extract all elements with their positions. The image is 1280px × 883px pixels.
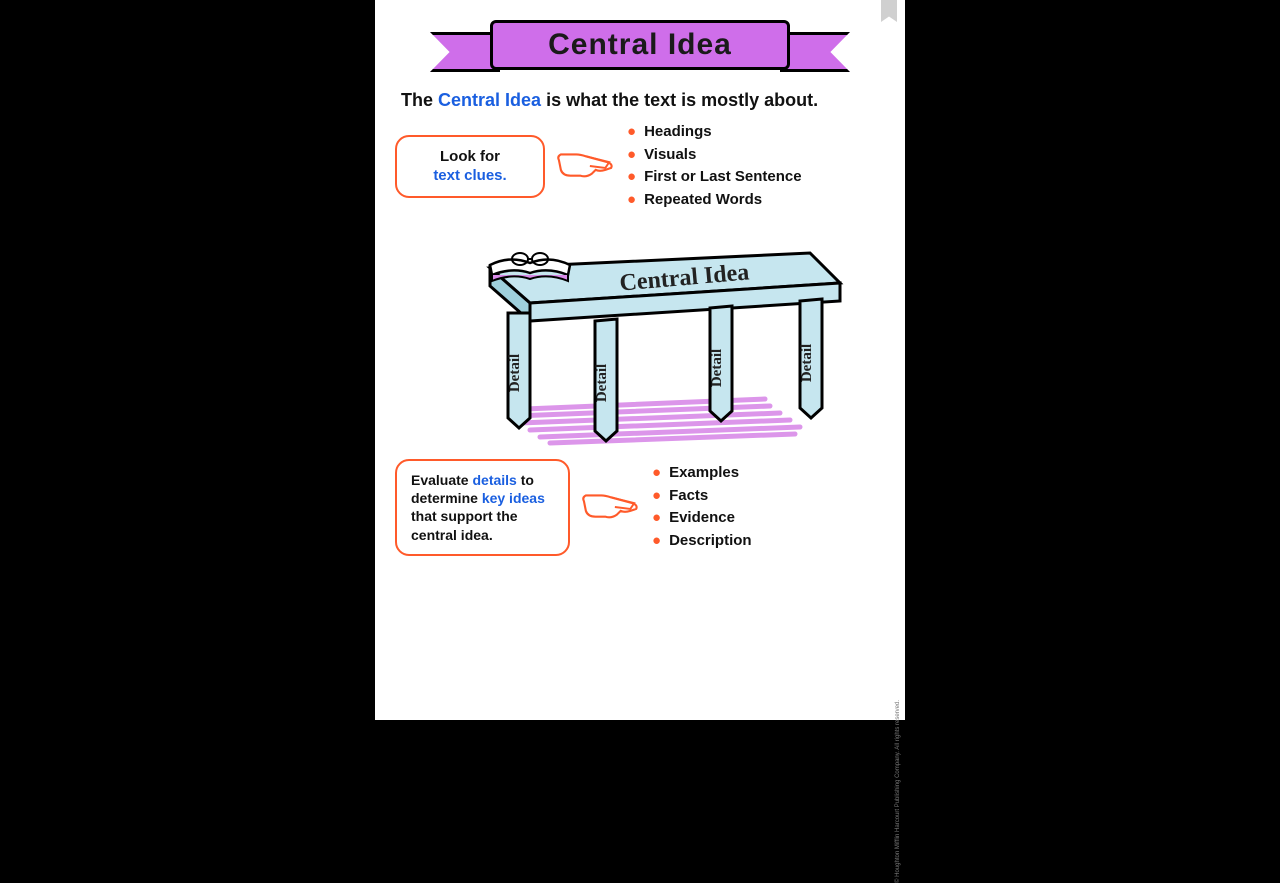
- clues-list: Headings Visuals First or Last Sentence …: [627, 121, 802, 211]
- svg-text:Detail: Detail: [507, 354, 523, 392]
- subtitle-pre: The: [401, 90, 438, 110]
- subtitle: The Central Idea is what the text is mos…: [395, 90, 885, 111]
- bookmark-icon: [881, 0, 897, 22]
- svg-text:Detail: Detail: [799, 344, 815, 382]
- c2-t3: that support the central idea.: [411, 508, 518, 542]
- details-row: Evaluate details to determine key ideas …: [395, 459, 885, 556]
- pointing-hand-icon: [582, 487, 640, 527]
- detail-item: Evidence: [652, 507, 752, 530]
- table-diagram: Central Idea Detail Detail Detail Detail: [420, 223, 860, 453]
- details-list: Examples Facts Evidence Description: [652, 462, 752, 552]
- c2-h1: details: [472, 472, 516, 488]
- detail-item: Description: [652, 530, 752, 553]
- clue-item: Headings: [627, 121, 802, 144]
- clue-item: Visuals: [627, 144, 802, 167]
- c2-h2: key ideas: [482, 490, 545, 506]
- callout-clues: Look for text clues.: [395, 135, 545, 198]
- detail-item: Facts: [652, 485, 752, 508]
- clue-item: First or Last Sentence: [627, 166, 802, 189]
- c2-t1: Evaluate: [411, 472, 472, 488]
- subtitle-post: is what the text is mostly about.: [541, 90, 818, 110]
- callout1-line1: Look for: [440, 148, 500, 165]
- callout1-highlight: text clues.: [433, 167, 506, 184]
- banner-center: Central Idea: [490, 20, 790, 70]
- banner-title: Central Idea: [548, 28, 732, 62]
- subtitle-highlight: Central Idea: [438, 90, 541, 110]
- clue-item: Repeated Words: [627, 189, 802, 212]
- banner-tail-right: [780, 32, 850, 72]
- poster-page: Central Idea The Central Idea is what th…: [375, 0, 905, 720]
- copyright-text: © Houghton Mifflin Harcourt Publishing C…: [895, 700, 901, 883]
- clues-row: Look for text clues. Headings Visuals Fi…: [395, 121, 885, 211]
- callout-details: Evaluate details to determine key ideas …: [395, 459, 570, 556]
- svg-text:Detail: Detail: [709, 349, 725, 387]
- svg-text:Detail: Detail: [594, 364, 610, 402]
- title-banner: Central Idea: [430, 18, 850, 80]
- detail-item: Examples: [652, 462, 752, 485]
- pointing-hand-icon: [557, 146, 615, 186]
